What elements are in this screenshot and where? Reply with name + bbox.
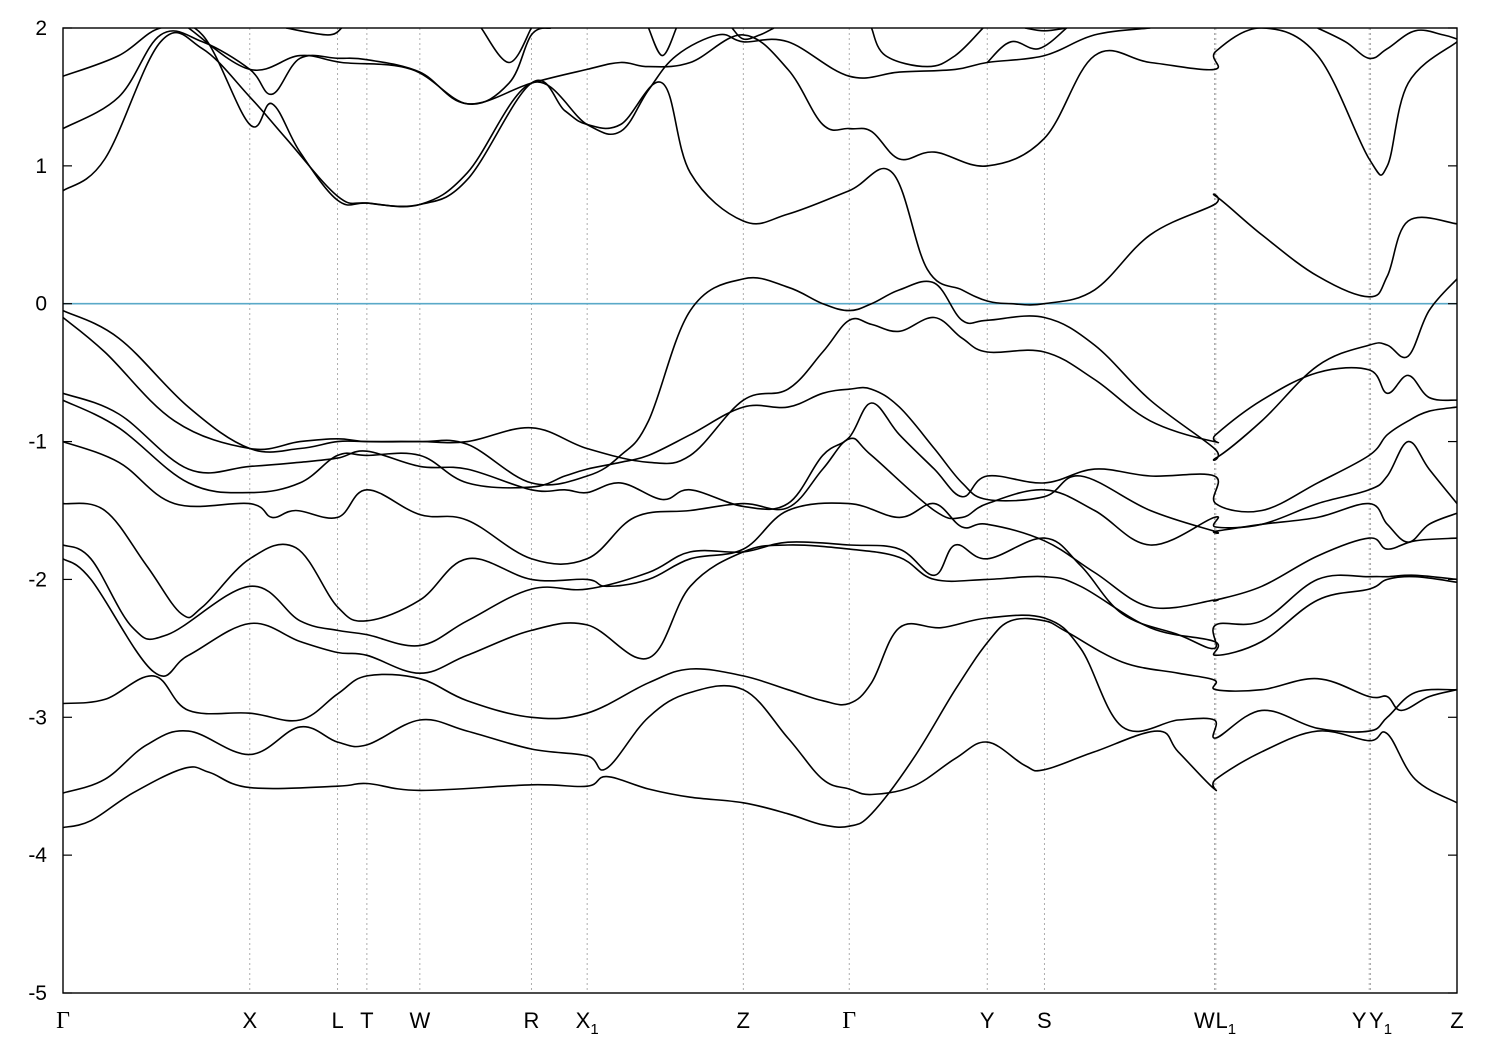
kpoint-label: Γ bbox=[842, 1008, 856, 1034]
band-line-21 bbox=[986, 28, 1068, 64]
band-line-7 bbox=[63, 437, 1457, 565]
band-line-15 bbox=[188, 28, 552, 105]
band-line-23 bbox=[1317, 28, 1457, 60]
band-line-17 bbox=[480, 28, 533, 64]
kpoint-label: Y bbox=[980, 1008, 995, 1033]
band-line-9 bbox=[63, 392, 1457, 513]
band-line-18 bbox=[647, 28, 678, 57]
kpoint-label: R bbox=[523, 1008, 539, 1033]
y-tick-label: 0 bbox=[35, 293, 47, 316]
band-line-14 bbox=[63, 28, 1151, 208]
kpoint-label: Z bbox=[1450, 1008, 1463, 1033]
kpoint-label: L bbox=[331, 1008, 343, 1033]
x-axis-kpoints: Γ X L T W R X1 Z Γ Y S W L1 Y Y1 Z bbox=[56, 1008, 1464, 1038]
band-line-3 bbox=[63, 614, 1457, 739]
kpoint-label: L1 bbox=[1216, 1008, 1237, 1038]
y-tick-label: 2 bbox=[35, 17, 47, 40]
kpoint-label: X bbox=[242, 1008, 257, 1033]
band-line-10 bbox=[63, 316, 1457, 465]
y-tick-label: -2 bbox=[28, 568, 47, 591]
band-line-13 bbox=[63, 28, 1457, 176]
kpoint-label: Γ bbox=[56, 1008, 70, 1034]
kpoint-label: T bbox=[360, 1008, 373, 1033]
kpoint-label: S bbox=[1037, 1008, 1052, 1033]
kpoint-label: X1 bbox=[576, 1008, 599, 1038]
band-line-19 bbox=[731, 28, 775, 41]
plot-frame bbox=[62, 27, 1458, 994]
band-line-20 bbox=[870, 28, 984, 68]
kpoint-label: Y1 bbox=[1369, 1008, 1392, 1038]
band-line-2 bbox=[63, 684, 1457, 804]
bands-group bbox=[63, 28, 1457, 829]
kpoint-label: W bbox=[409, 1008, 430, 1033]
band-line-12 bbox=[63, 31, 1457, 306]
kpoint-label: Y bbox=[1352, 1008, 1367, 1033]
band-line-11 bbox=[63, 276, 1457, 486]
band-line-5 bbox=[63, 537, 1457, 650]
band-line-22 bbox=[1024, 28, 1067, 32]
y-axis: -5 -4 -3 -2 -1 0 1 2 bbox=[28, 17, 1457, 1005]
plot-area bbox=[62, 27, 1458, 994]
band-line-6 bbox=[63, 502, 1457, 622]
band-line-8 bbox=[63, 386, 1457, 543]
kpoint-label: W bbox=[1194, 1008, 1215, 1033]
y-tick-label: -1 bbox=[28, 431, 47, 454]
kpoint-label: Z bbox=[737, 1008, 750, 1033]
band-line-1 bbox=[63, 617, 1457, 829]
band-line-4 bbox=[63, 544, 1457, 677]
y-tick-label: 1 bbox=[35, 155, 47, 178]
y-tick-label: -5 bbox=[28, 982, 47, 1005]
y-tick-label: -3 bbox=[28, 706, 47, 729]
y-tick-label: -4 bbox=[28, 844, 47, 867]
band-line-16 bbox=[285, 28, 343, 36]
